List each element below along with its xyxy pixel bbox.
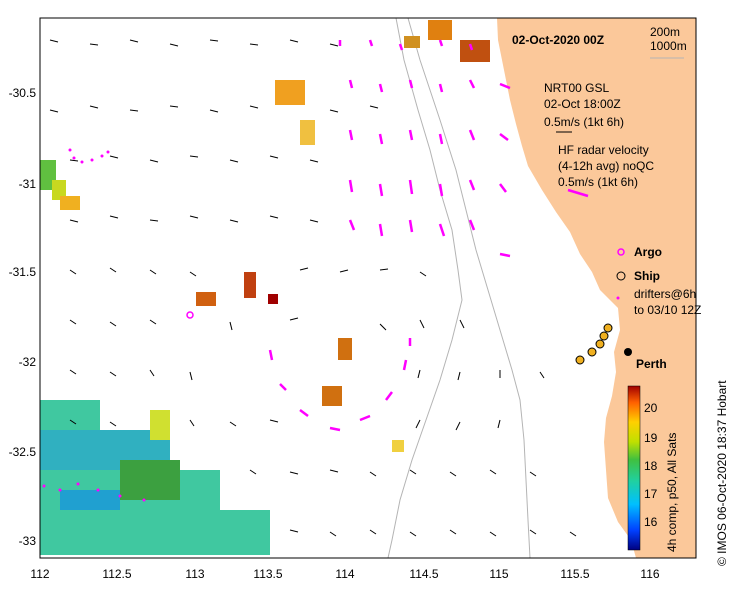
y-tick: -31.5 (9, 265, 37, 279)
y-tick: -31 (19, 177, 37, 191)
model-vectors (49, 39, 577, 537)
drifter-tracks (42, 148, 146, 502)
hf-scale-arrow (567, 188, 589, 198)
land-mass (497, 18, 696, 558)
model-info-line1: NRT00 GSL (544, 81, 609, 95)
argo-legend-label: Argo (634, 245, 662, 259)
map-frame (39, 17, 697, 559)
colorbar-tick: 19 (644, 431, 658, 445)
colorbar-caption: 4h comp, p50, All Sats (665, 433, 679, 552)
perth-label: Perth (636, 357, 667, 371)
argo-float-marker (186, 311, 194, 319)
contour-1000m (387, 17, 463, 559)
hf-radar-line2: (4-12h avg) noQC (558, 159, 654, 173)
x-tick: 112.5 (102, 567, 131, 581)
colorbar-tick: 20 (644, 401, 658, 415)
colorbar-tick: 17 (644, 487, 658, 501)
contour-legend-1000m: 1000m (650, 39, 687, 53)
drifter-legend-line2: to 03/10 12Z (634, 303, 701, 317)
ship-track (575, 323, 613, 365)
x-tick: 113.5 (253, 567, 282, 581)
contour-legend-200m: 200m (650, 25, 680, 39)
y-tick: -32 (19, 355, 37, 369)
ship-legend-label: Ship (634, 269, 660, 283)
x-tick: 114.5 (409, 567, 438, 581)
colorbar-tick: 18 (644, 459, 658, 473)
x-axis: 112 112.5 113 113.5 114 114.5 115 115.5 … (30, 567, 659, 581)
argo-legend-icon (617, 248, 625, 256)
x-tick: 114 (335, 567, 354, 581)
drifter-legend-line1: drifters@6h (634, 287, 696, 301)
hf-radar-line1: HF radar velocity (558, 143, 649, 157)
model-info-scale: 0.5m/s (1kt 6h) (544, 115, 624, 129)
sst-colorbar: 20 19 18 17 16 4h comp, p50, All Sats (627, 385, 679, 552)
colorbar-tick: 16 (644, 515, 658, 529)
hf-radar-vectors (268, 39, 511, 432)
x-tick: 115 (489, 567, 508, 581)
credit-text: © IMOS 06-Oct-2020 18:37 Hobart (715, 380, 729, 566)
map-title: 02-Oct-2020 00Z (512, 33, 604, 47)
model-info-line2: 02-Oct 18:00Z (544, 97, 621, 111)
x-tick: 112 (30, 567, 49, 581)
y-tick: -33 (19, 534, 37, 548)
sst-patches (40, 20, 490, 555)
x-tick: 116 (640, 567, 659, 581)
ship-legend-icon (616, 271, 626, 281)
y-axis: -30.5 -31 -31.5 -32 -32.5 -33 (9, 86, 37, 548)
x-tick: 113 (185, 567, 204, 581)
x-tick: 115.5 (560, 567, 589, 581)
drifter-legend-icon (616, 296, 620, 300)
depth-contours (387, 17, 531, 559)
hf-radar-scale: 0.5m/s (1kt 6h) (558, 175, 638, 189)
contour-200m (407, 17, 531, 559)
y-tick: -32.5 (9, 445, 37, 459)
perth-marker (624, 348, 632, 356)
y-tick: -30.5 (9, 86, 37, 100)
